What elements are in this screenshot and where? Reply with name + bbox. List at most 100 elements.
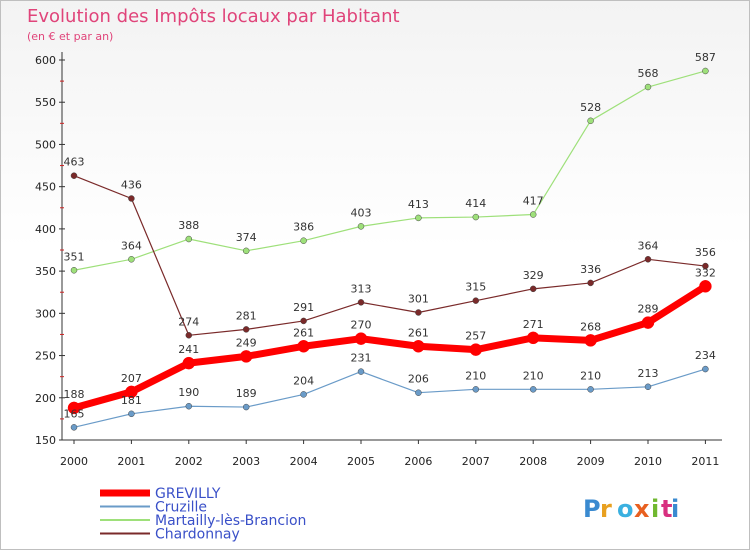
y-tick-label: 300: [35, 307, 56, 320]
data-label: 206: [408, 373, 429, 386]
data-label: 414: [465, 197, 486, 210]
data-point: [354, 332, 368, 345]
data-point: [182, 356, 196, 370]
data-point: [472, 213, 480, 221]
data-point: [529, 211, 537, 218]
proxiti-logo-letter: r: [600, 495, 612, 523]
y-tick-label: 450: [35, 181, 56, 194]
data-point: [584, 334, 597, 347]
data-label: 268: [580, 320, 601, 333]
proxiti-logo-letter: t: [661, 495, 672, 523]
data-label: 374: [236, 231, 257, 244]
data-label: 386: [293, 221, 314, 234]
y-tick-label: 400: [35, 223, 56, 236]
data-point: [529, 386, 537, 393]
legend-label: Cruzille: [155, 500, 207, 516]
data-point: [529, 285, 537, 293]
legend-label: GREVILLY: [155, 486, 221, 502]
y-tick-label: 550: [35, 96, 56, 109]
y-tick-label: 200: [35, 392, 56, 405]
x-tick-label: 2004: [290, 455, 318, 468]
data-point: [242, 326, 250, 333]
data-label: 234: [695, 349, 716, 362]
x-tick-label: 2008: [519, 455, 547, 468]
data-point: [702, 365, 709, 373]
data-label: 271: [523, 318, 544, 331]
data-point: [300, 237, 307, 244]
data-point: [70, 267, 78, 274]
data-point: [641, 316, 655, 329]
data-point: [415, 389, 422, 396]
data-point: [300, 391, 307, 398]
data-label: 181: [121, 394, 142, 407]
data-label: 281: [236, 309, 257, 322]
y-tick-label: 150: [35, 434, 56, 447]
y-tick-label: 250: [35, 350, 56, 363]
x-tick-label: 2002: [175, 455, 203, 468]
data-point: [415, 214, 422, 222]
data-point: [300, 317, 307, 325]
proxiti-logo-letter: x: [634, 495, 650, 523]
data-point: [239, 350, 253, 363]
data-label: 231: [351, 352, 372, 365]
data-point: [70, 172, 78, 179]
data-point: [699, 280, 712, 293]
data-label: 204: [293, 374, 314, 387]
data-label: 165: [64, 407, 85, 420]
data-label: 364: [121, 239, 142, 252]
data-point: [469, 343, 483, 356]
proxiti-logo-letter: i: [651, 495, 659, 523]
data-point: [472, 386, 480, 393]
series-line-1: [73, 368, 706, 428]
x-tick-label: 2001: [117, 455, 145, 468]
data-label: 210: [580, 369, 601, 382]
data-point: [587, 117, 594, 125]
chart-title: Evolution des Impôts locaux par Habitant: [27, 6, 400, 27]
data-label: 336: [580, 263, 601, 276]
data-point: [297, 340, 310, 353]
data-label: 210: [523, 369, 544, 382]
data-point: [185, 402, 193, 410]
data-label: 417: [523, 195, 544, 208]
x-tick-label: 2006: [404, 455, 432, 468]
data-label: 315: [465, 281, 486, 294]
proxiti-logo-letter: i: [671, 495, 679, 523]
data-label: 190: [178, 386, 199, 399]
data-point: [185, 235, 193, 243]
series-line-2: [73, 70, 706, 271]
data-point: [357, 368, 365, 375]
data-point: [702, 262, 709, 270]
x-tick-label: 2005: [347, 455, 375, 468]
data-point: [644, 256, 652, 263]
data-label: 351: [64, 250, 85, 263]
data-point: [412, 340, 425, 353]
data-point: [357, 223, 365, 230]
data-point: [128, 256, 135, 263]
data-label: 403: [351, 206, 372, 219]
y-tick-label: 500: [35, 138, 56, 151]
data-point: [526, 331, 540, 345]
x-tick-label: 2000: [60, 455, 88, 468]
x-tick-label: 2010: [634, 455, 662, 468]
y-tick-label: 350: [35, 265, 56, 278]
data-label: 188: [64, 388, 85, 401]
data-point: [242, 247, 250, 255]
data-label: 388: [178, 219, 199, 232]
x-tick-label: 2009: [577, 455, 605, 468]
data-point: [644, 83, 652, 91]
data-point: [125, 385, 138, 399]
data-label: 257: [465, 330, 486, 343]
data-label: 356: [695, 246, 716, 259]
data-point: [242, 403, 250, 411]
series-line-0: [73, 283, 708, 412]
data-label: 261: [408, 326, 429, 339]
data-label: 528: [580, 101, 601, 114]
data-point: [702, 67, 709, 75]
data-point: [128, 195, 135, 202]
data-label: 207: [121, 372, 142, 385]
data-label: 241: [178, 343, 199, 356]
data-label: 568: [638, 67, 659, 80]
data-label: 329: [523, 269, 544, 282]
